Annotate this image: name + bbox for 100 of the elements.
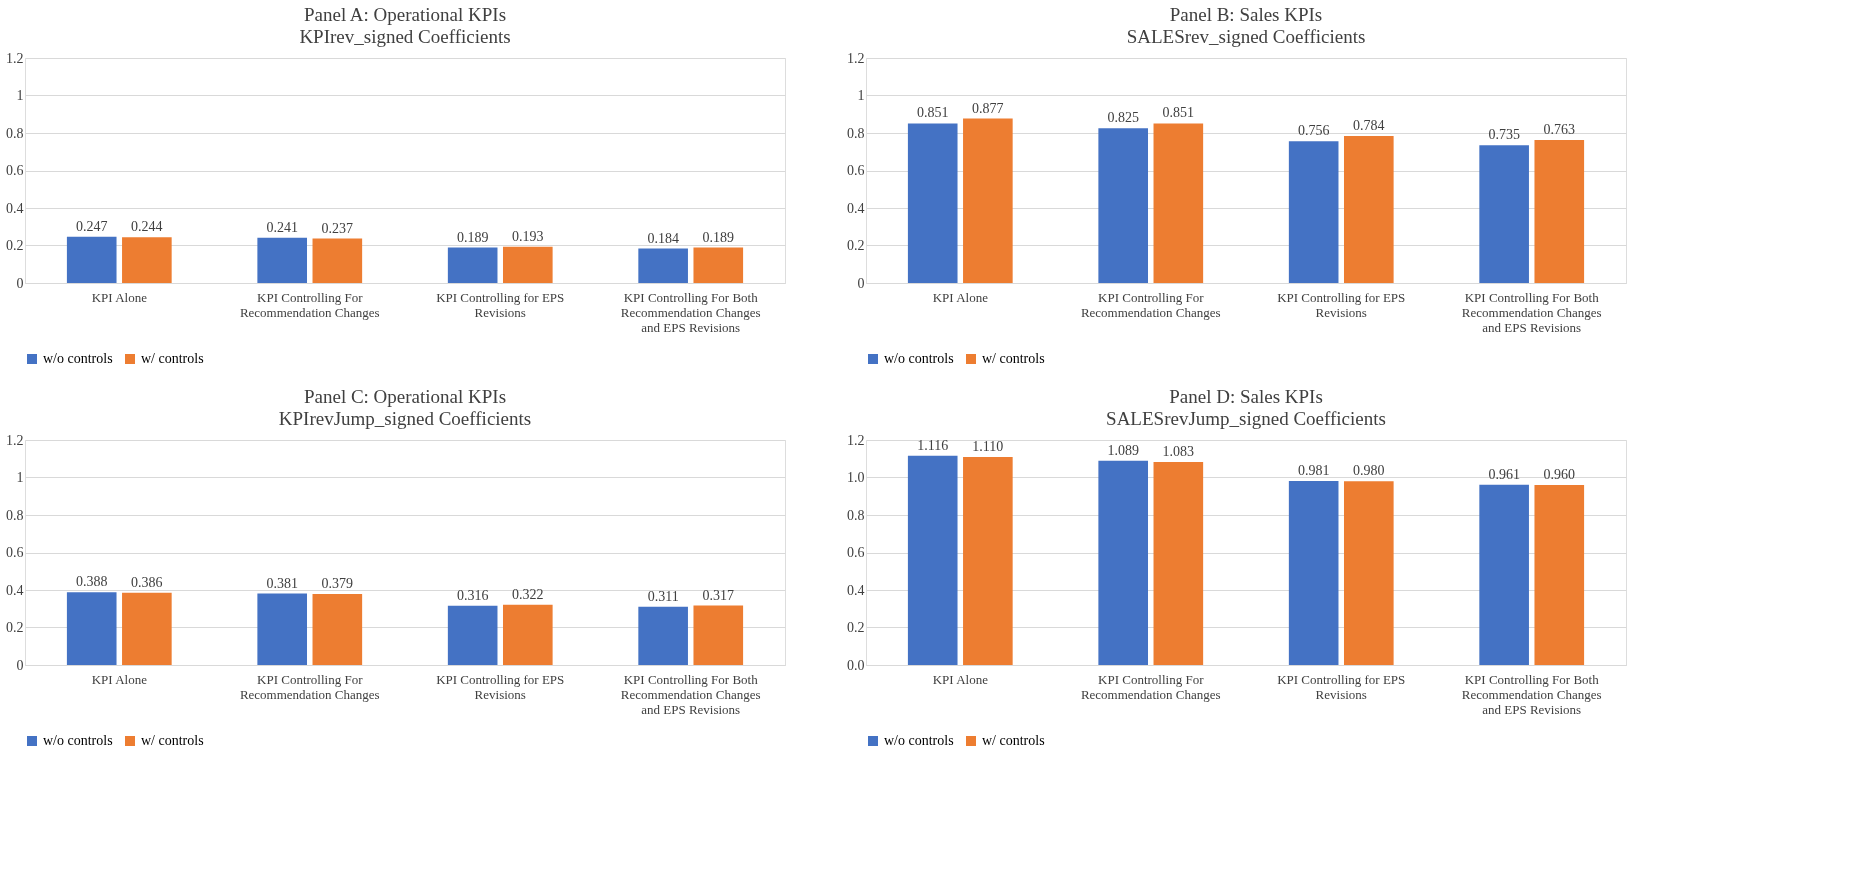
data-label: 0.379 — [321, 575, 354, 591]
bar — [122, 592, 172, 665]
chart-title: Panel A: Operational KPIs — [303, 4, 507, 25]
data-label: 1.089 — [1107, 442, 1139, 458]
bar — [312, 238, 363, 283]
x-tick-label: KPI Alone — [932, 289, 989, 305]
x-tick-label: KPI Alone — [91, 671, 148, 687]
legend-label: w/o controls — [43, 351, 113, 366]
data-label: 1.083 — [1162, 443, 1195, 459]
x-tick-label: KPI Controlling For Recommendation Changes — [1080, 671, 1221, 702]
data-label: 0.244 — [131, 219, 163, 235]
y-tick-label: 1.2 — [6, 432, 24, 448]
bar — [502, 246, 553, 283]
data-label: 0.322 — [512, 586, 544, 602]
bar — [502, 604, 553, 665]
bar — [66, 592, 117, 665]
data-label: 0.381 — [266, 575, 298, 591]
y-tick-label: 1.2 — [847, 50, 865, 66]
data-label: 0.241 — [266, 219, 298, 235]
y-tick-label: 0 — [16, 275, 24, 291]
bar — [1153, 123, 1204, 283]
data-label: 1.110 — [972, 438, 1004, 454]
x-tick-label: KPI Alone — [932, 671, 989, 687]
y-tick-label: 0.8 — [847, 507, 865, 523]
chart-title: Panel B: Sales KPIs — [1169, 4, 1323, 25]
y-tick-label: 0 — [16, 657, 24, 673]
y-tick-label: 0.4 — [847, 582, 865, 598]
y-tick-label: 0.4 — [6, 582, 24, 598]
legend-label: w/o controls — [884, 351, 954, 366]
data-label: 0.316 — [456, 587, 489, 603]
data-label: 0.980 — [1353, 463, 1385, 479]
y-tick-label: 0 — [857, 275, 865, 291]
x-tick-label: KPI Controlling For Both Recommendation Changes and EPS Revisions — [1461, 289, 1602, 335]
data-label: 0.756 — [1297, 123, 1330, 139]
x-tick-label: KPI Controlling For Recommendation Changes — [1080, 289, 1221, 320]
y-tick-label: 0.2 — [6, 620, 24, 635]
bar — [312, 593, 363, 665]
data-label: 0.193 — [512, 228, 544, 244]
y-tick-label: 0.8 — [6, 125, 24, 141]
x-tick-label: KPI Controlling For Both Recommendation Changes and EPS Revisions — [1461, 671, 1602, 717]
bar — [66, 236, 117, 283]
x-tick-label: KPI Controlling For Recommendation Changes — [239, 289, 380, 320]
y-tick-label: 1 — [857, 88, 865, 103]
y-tick-label: 0.6 — [6, 163, 24, 178]
x-tick-label: KPI Controlling For Both Recommendation Changes and EPS Revisions — [620, 289, 761, 335]
data-label: 0.388 — [75, 574, 108, 590]
data-label: 0.247 — [75, 218, 108, 234]
data-label: 0.311 — [647, 588, 679, 604]
bar — [122, 237, 172, 283]
x-tick-label: KPI Controlling for EPS Revisions — [1277, 289, 1406, 320]
data-label: 0.317 — [702, 587, 735, 603]
legend-label: w/o controls — [884, 733, 954, 748]
y-tick-label: 0.6 — [847, 163, 865, 178]
bar — [1479, 145, 1529, 283]
bar — [1098, 128, 1149, 283]
bar — [638, 606, 688, 665]
legend-label: w/ controls — [982, 351, 1045, 366]
y-tick-label: 1.2 — [6, 50, 24, 66]
bar — [1343, 136, 1394, 283]
y-tick-label: 0.2 — [847, 620, 865, 635]
x-tick-label: KPI Controlling for EPS Revisions — [436, 671, 565, 702]
data-label: 0.784 — [1353, 118, 1385, 133]
bar — [257, 593, 308, 665]
data-label: 0.825 — [1107, 110, 1139, 126]
data-label: 0.184 — [647, 230, 679, 246]
bar — [693, 605, 744, 665]
bar — [963, 118, 1013, 283]
bar — [447, 247, 498, 283]
bar — [447, 605, 498, 665]
data-label: 0.960 — [1543, 467, 1576, 482]
bar — [907, 123, 958, 283]
chart-title: Panel D: Sales KPIs — [1169, 386, 1323, 407]
y-tick-label: 0.0 — [847, 657, 865, 673]
data-label: 1.116 — [917, 437, 949, 453]
chart-subtitle: SALESrev_signed Coefficients — [1126, 26, 1366, 47]
data-label: 0.851 — [1162, 105, 1195, 121]
y-tick-label: 0.8 — [6, 507, 24, 523]
legend-label: w/ controls — [982, 733, 1045, 748]
chart-title: Panel C: Operational KPIs — [303, 386, 507, 407]
legend-label: w/o controls — [43, 733, 113, 748]
data-label: 0.189 — [456, 229, 489, 245]
y-tick-label: 1.2 — [847, 432, 865, 448]
data-label: 0.189 — [702, 229, 735, 245]
y-tick-label: 0.4 — [6, 200, 24, 216]
y-tick-label: 0.2 — [847, 238, 865, 253]
y-tick-label: 0.6 — [847, 545, 865, 560]
x-tick-label: KPI Controlling for EPS Revisions — [1277, 671, 1406, 702]
chart-subtitle: KPIrevJump_signed Coefficients — [278, 408, 532, 429]
y-tick-label: 1 — [16, 88, 24, 103]
x-tick-label: KPI Controlling For Recommendation Changes — [239, 671, 380, 702]
data-label: 0.386 — [131, 574, 163, 590]
data-label: 0.981 — [1297, 463, 1330, 479]
y-tick-label: 0.2 — [6, 238, 24, 253]
legend-label: w/ controls — [141, 351, 204, 366]
y-tick-label: 0.8 — [847, 125, 865, 141]
data-label: 0.961 — [1488, 466, 1520, 482]
chart-subtitle: KPIrev_signed Coefficients — [299, 26, 511, 47]
x-tick-label: KPI Controlling For Both Recommendation Changes and EPS Revisions — [620, 671, 761, 717]
y-tick-label: 0.6 — [6, 545, 24, 560]
y-tick-label: 1 — [16, 470, 24, 485]
